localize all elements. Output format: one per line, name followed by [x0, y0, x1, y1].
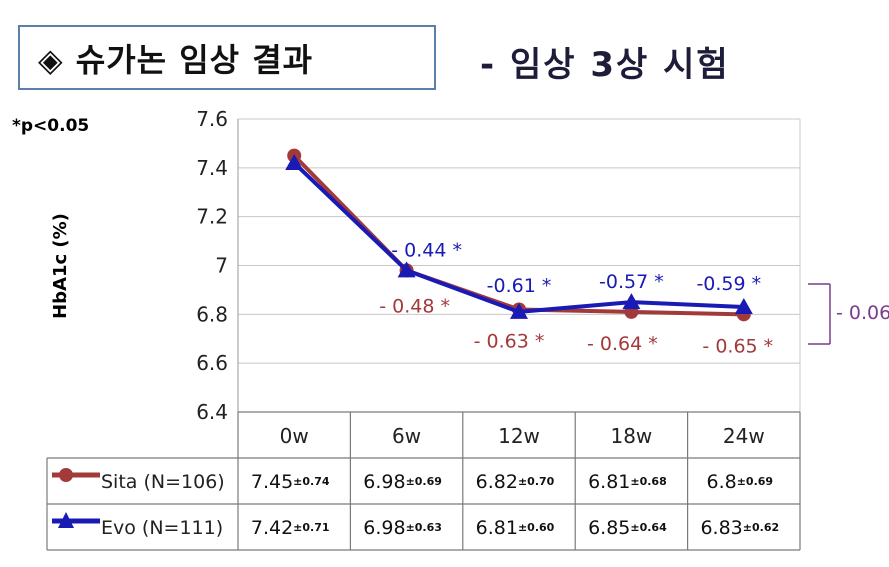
legend-marker-triangle	[58, 512, 74, 528]
y-tick-label: 7.2	[196, 205, 228, 229]
change-annotation: -0.57 *	[599, 271, 664, 293]
cell-mean: 6.83	[700, 517, 742, 539]
difference-label: - 0.06	[836, 302, 889, 324]
data-point-evo	[397, 261, 416, 278]
data-point-evo	[622, 293, 641, 310]
cell-mean: 6.8	[707, 471, 737, 493]
table-cell-value: 6.85±0.64	[588, 517, 667, 539]
y-tick-label: 6.8	[196, 302, 228, 326]
cell-sd: ±0.70	[518, 475, 555, 488]
cell-mean: 6.81	[476, 517, 518, 539]
cell-sd: ±0.69	[737, 475, 773, 488]
page-title: ◈ 슈가논 임상 결과	[38, 40, 314, 79]
y-axis-label: HbA1c (%)	[50, 213, 71, 319]
y-tick-label: 7.4	[196, 156, 228, 180]
y-tick-label: 6.6	[196, 351, 228, 375]
cell-mean: 6.82	[476, 471, 518, 493]
table-cell-value: 7.45±0.74	[251, 471, 330, 493]
cell-sd: ±0.68	[630, 475, 666, 488]
cell-sd: ±0.74	[293, 475, 330, 488]
x-tick-label: 12w	[498, 424, 540, 448]
cell-mean: 6.98	[363, 471, 405, 493]
legend-label: Evo (N=111)	[101, 517, 223, 539]
change-annotation: - 0.64 *	[587, 333, 658, 355]
data-point-evo	[510, 302, 528, 319]
cell-sd: ±0.60	[518, 521, 555, 534]
table-cell-value: 6.83±0.62	[700, 517, 779, 539]
table-cell-value: 6.98±0.69	[363, 471, 442, 493]
legend-marker-circle	[59, 468, 73, 482]
x-tick-label: 6w	[392, 424, 421, 448]
x-tick-label: 24w	[723, 424, 765, 448]
table-cell-value: 6.98±0.63	[363, 517, 442, 539]
change-annotation: -0.61 *	[487, 275, 552, 297]
cell-mean: 6.98	[363, 517, 405, 539]
y-tick-label: 7	[215, 254, 228, 278]
table-cell-value: 6.81±0.68	[588, 471, 667, 493]
cell-mean: 6.81	[588, 471, 630, 493]
cell-sd: ±0.64	[630, 521, 667, 534]
table-cell-value: 6.82±0.70	[476, 471, 555, 493]
cell-mean: 7.42	[251, 517, 293, 539]
title-box: ◈ 슈가논 임상 결과	[18, 25, 436, 90]
cell-mean: 7.45	[251, 471, 293, 493]
data-point-evo	[285, 153, 304, 170]
change-annotation: - 0.65 *	[702, 335, 773, 357]
x-tick-label: 18w	[610, 424, 652, 448]
y-tick-label: 7.6	[196, 107, 228, 131]
change-annotation: - 0.48 *	[379, 295, 450, 317]
data-point-evo	[734, 298, 753, 315]
table-cell-value: 6.8±0.69	[707, 471, 774, 493]
cell-sd: ±0.63	[406, 521, 442, 534]
page-subtitle: - 임상 3상 시험	[480, 45, 730, 85]
table-cell-value: 6.81±0.60	[476, 517, 555, 539]
cell-sd: ±0.69	[406, 475, 442, 488]
table-cell-value: 7.42±0.71	[251, 517, 330, 539]
change-annotation: - 0.44 *	[391, 239, 462, 261]
cell-mean: 6.85	[588, 517, 630, 539]
change-annotation: - 0.63 *	[474, 330, 545, 352]
significance-note: *p<0.05	[12, 116, 90, 136]
cell-sd: ±0.62	[743, 521, 779, 534]
legend-label: Sita (N=106)	[101, 471, 225, 493]
cell-sd: ±0.71	[293, 521, 329, 534]
x-tick-label: 0w	[280, 424, 309, 448]
y-tick-label: 6.4	[196, 400, 228, 424]
change-annotation: -0.59 *	[696, 273, 761, 295]
